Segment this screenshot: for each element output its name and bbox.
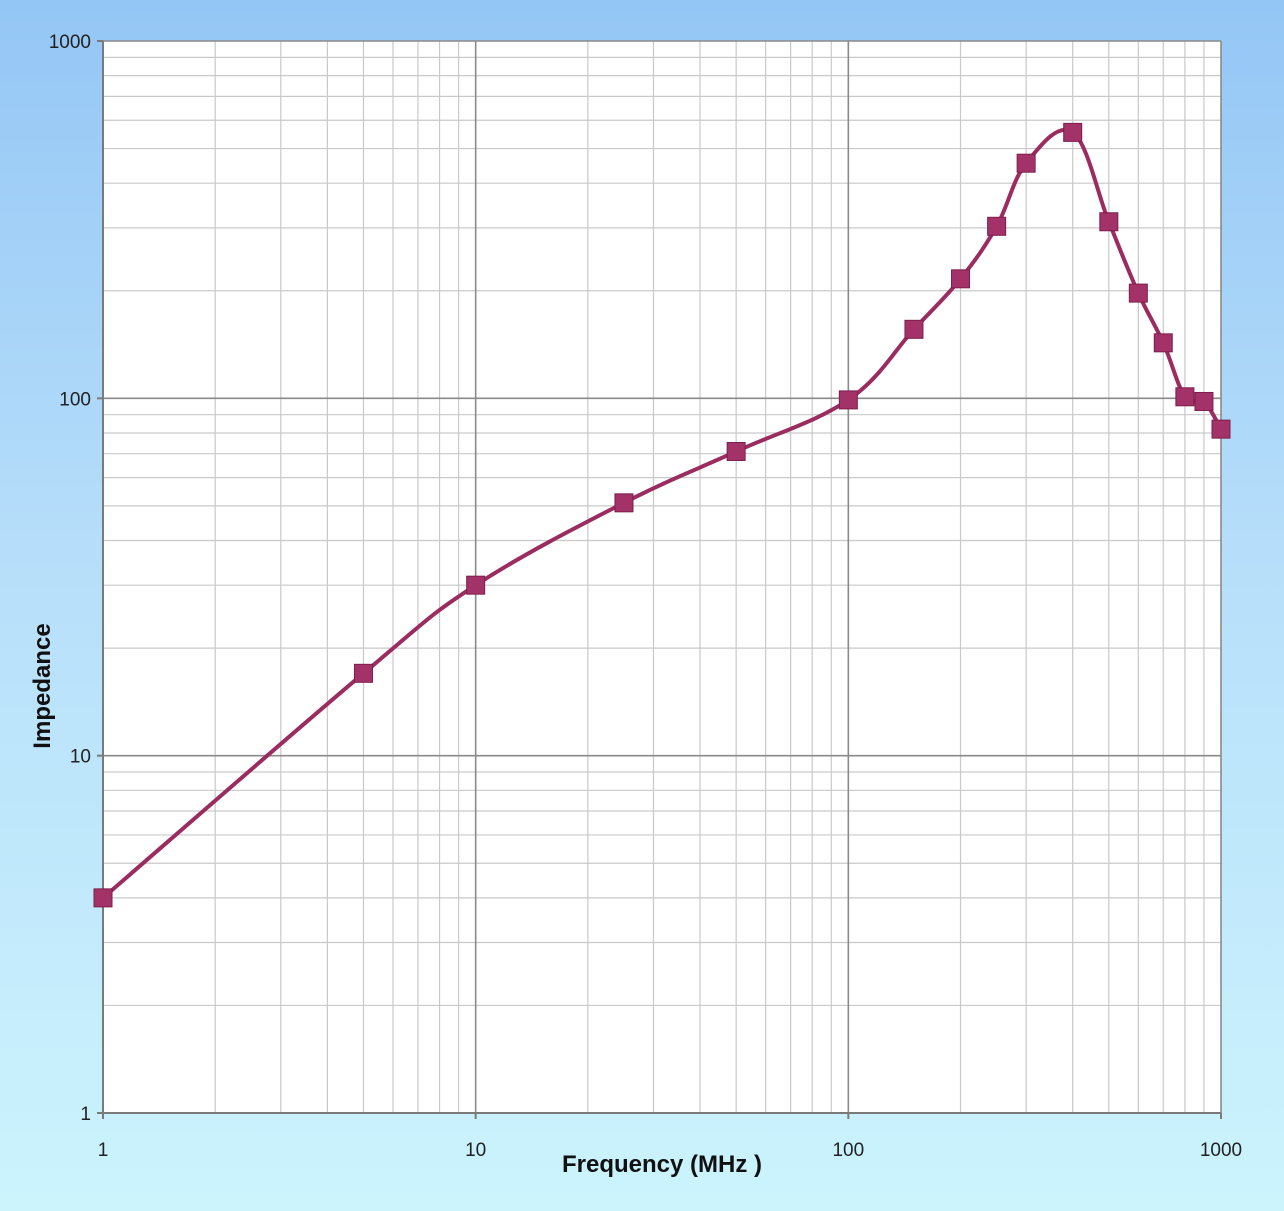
y-tick-label: 1 [80, 1104, 91, 1125]
series-layer [93, 122, 1231, 908]
data-point-marker [1099, 212, 1119, 232]
grid-lines [102, 40, 1222, 1114]
x-tick-label: 100 [832, 1140, 864, 1161]
data-point-marker [987, 216, 1007, 236]
y-tick-label: 10 [70, 747, 91, 768]
data-point-marker [353, 663, 373, 683]
y-axis-title: Impedance [29, 623, 56, 748]
data-point-marker [466, 575, 486, 595]
data-point-marker [1211, 419, 1231, 439]
data-point-marker [1153, 333, 1173, 353]
data-point-marker [614, 493, 634, 513]
data-point-marker [1194, 391, 1214, 411]
x-tick-label: 10 [465, 1140, 486, 1161]
plot-area [103, 41, 1221, 1113]
data-point-marker [1175, 387, 1195, 407]
data-point-marker [951, 269, 971, 289]
tick-labels: 1 10 100 1000 1 10 100 1000 [49, 32, 1242, 1161]
series-line [101, 128, 1223, 900]
data-point-marker [1128, 283, 1148, 303]
data-point-marker [726, 441, 746, 461]
data-point-marker [904, 319, 924, 339]
data-point-marker [1063, 122, 1083, 142]
data-point-marker [1016, 153, 1036, 173]
data-point-marker [93, 888, 113, 908]
axes [97, 40, 1222, 1119]
data-point-marker [838, 390, 858, 410]
x-tick-label: 1000 [1200, 1140, 1242, 1161]
y-tick-label: 1000 [49, 32, 91, 53]
x-tick-label: 1 [98, 1140, 109, 1161]
x-axis-title: Frequency (MHz ) [562, 1151, 762, 1178]
y-tick-label: 100 [59, 389, 91, 410]
